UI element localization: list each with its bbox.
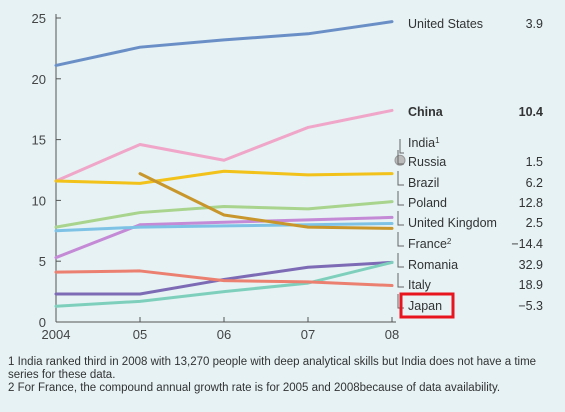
series-line-romania: [54, 260, 394, 296]
footnote-marker: 1: [435, 136, 440, 145]
x-tick-label: 05: [133, 327, 147, 342]
legend-label-poland: Poland: [408, 196, 447, 210]
leader-france: [397, 232, 404, 247]
legend-value-france: −14.4: [511, 237, 543, 251]
y-tick-label: 0: [39, 315, 46, 330]
series-line-china: [54, 108, 394, 183]
footnote-1: 1 India ranked third in 2008 with 13,270…: [8, 356, 537, 381]
series-line-japan: [54, 269, 394, 288]
series-line-poland: [54, 215, 394, 260]
leader-romania: [397, 253, 404, 268]
legend-label-india: India1: [408, 136, 440, 151]
series-line-united-states: [54, 20, 394, 67]
x-tick-label: 08: [385, 327, 399, 342]
legend-value-poland: 12.8: [519, 196, 543, 210]
legend-label-france: France2: [408, 237, 452, 252]
legend-value-united-kingdom: 2.5: [526, 216, 543, 230]
legend-label-brazil: Brazil: [408, 176, 439, 190]
legend-value-italy: 18.9: [519, 278, 543, 292]
y-tick-label: 10: [32, 193, 46, 208]
y-tick-label: 25: [32, 11, 46, 26]
leader-poland: [397, 191, 404, 206]
highlight-box: [399, 292, 455, 319]
y-tick-label: 5: [39, 254, 46, 269]
x-tick-label: 06: [217, 327, 231, 342]
legend-value-romania: 32.9: [519, 258, 543, 272]
leader-italy: [397, 273, 404, 288]
series-line-italy: [54, 260, 394, 308]
legend-label-italy: Italy: [408, 278, 432, 292]
series-line-france: [138, 172, 394, 230]
series-line-brazil: [54, 200, 394, 229]
y-tick-label: 20: [32, 72, 46, 87]
legend-label-china: China: [408, 105, 444, 119]
series-line-russia: [54, 169, 394, 185]
footnote-2: 2 For France, the compound annual growth…: [8, 382, 501, 394]
x-tick-label: 07: [301, 327, 315, 342]
leader-united-kingdom: [397, 211, 404, 226]
legend-value-russia: 1.5: [526, 155, 543, 169]
legend-value-japan: −5.3: [518, 299, 543, 313]
y-tick-label: 15: [32, 133, 46, 148]
legend-label-russia: Russia: [408, 155, 446, 169]
legend-value-brazil: 6.2: [526, 176, 543, 190]
legend-label-united-kingdom: United Kingdom: [408, 216, 497, 230]
x-tick-label: 2004: [42, 327, 71, 342]
legend-label-japan: Japan: [408, 299, 442, 313]
leader-india: [399, 139, 404, 154]
legend-value-china: 10.4: [519, 105, 543, 119]
series-line-united-kingdom: [54, 222, 394, 233]
footnote-marker: 2: [447, 237, 452, 246]
leader-russia: [397, 150, 404, 165]
leader-brazil: [397, 171, 404, 186]
legend-label-romania: Romania: [408, 258, 458, 272]
legend-label-united-states: United States: [408, 17, 483, 31]
line-chart: 0 5 10 15 20 25 2004 05 06 07 08 United States 3.9 Ch…: [32, 11, 544, 342]
legend-value-united-states: 3.9: [526, 17, 543, 31]
footnotes: 1 India ranked third in 2008 with 13,270…: [8, 356, 560, 396]
